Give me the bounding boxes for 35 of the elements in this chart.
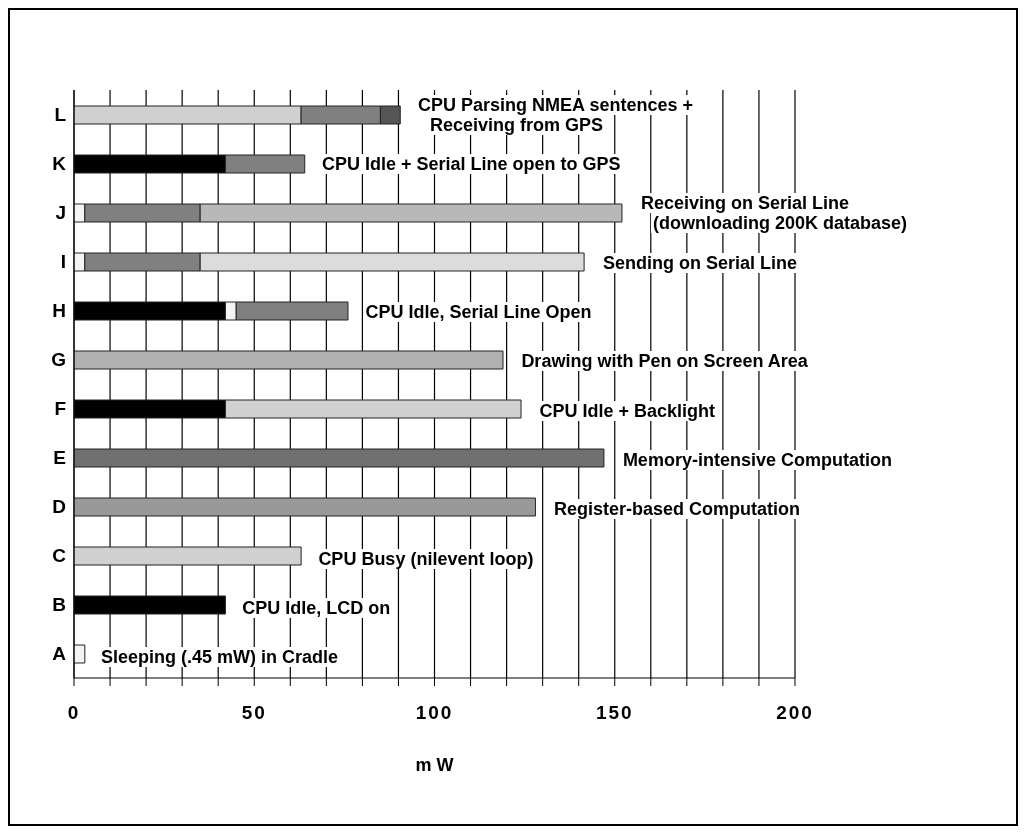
y-tick-label: K [52, 153, 67, 175]
annotation: CPU Idle + Backlight [537, 400, 718, 421]
y-tick-label: H [52, 300, 66, 322]
annotation: Receiving on Serial Line (downloading 200K database) [640, 193, 909, 234]
annotation: CPU Idle, Serial Line Open [363, 302, 594, 322]
y-tick-label: E [53, 447, 66, 469]
bar [74, 497, 536, 517]
annotation: CPU Idle + Serial Line open to GPS [320, 154, 623, 174]
x-axis-title: m W [415, 754, 454, 775]
annotation: Register-based Computation [552, 499, 803, 520]
bar [74, 546, 302, 566]
annotation: CPU Parsing NMEA sentences + Receiving from GPS [417, 94, 694, 135]
y-tick-label: B [52, 594, 66, 616]
bar [74, 644, 86, 664]
annotation: Sleeping (.45 mW) in Cradle [98, 647, 340, 668]
y-tick-label: D [52, 496, 66, 518]
x-tick-label: 200 [776, 702, 814, 724]
y-tick-label: A [52, 643, 67, 665]
x-tick-label: 50 [241, 702, 267, 724]
annotation: CPU Idle, LCD on [240, 598, 393, 618]
y-tick-label: J [55, 202, 66, 224]
x-tick-label: 100 [415, 702, 454, 724]
annotation: CPU Busy (nilevent loop) [316, 548, 536, 569]
y-tick-label: I [60, 251, 66, 273]
annotation: Sending on Serial Line [600, 252, 799, 273]
bar [74, 350, 504, 370]
x-tick-label: 0 [67, 702, 81, 724]
bar [74, 448, 605, 468]
y-tick-label: G [51, 349, 66, 371]
y-tick-label: F [54, 398, 66, 420]
x-tick-label: 150 [595, 702, 634, 724]
annotation: Memory-intensive Computation [620, 450, 894, 470]
y-tick-label: C [52, 545, 67, 567]
annotation: Drawing with Pen on Screen Area [519, 351, 810, 372]
y-tick-label: L [54, 104, 67, 126]
